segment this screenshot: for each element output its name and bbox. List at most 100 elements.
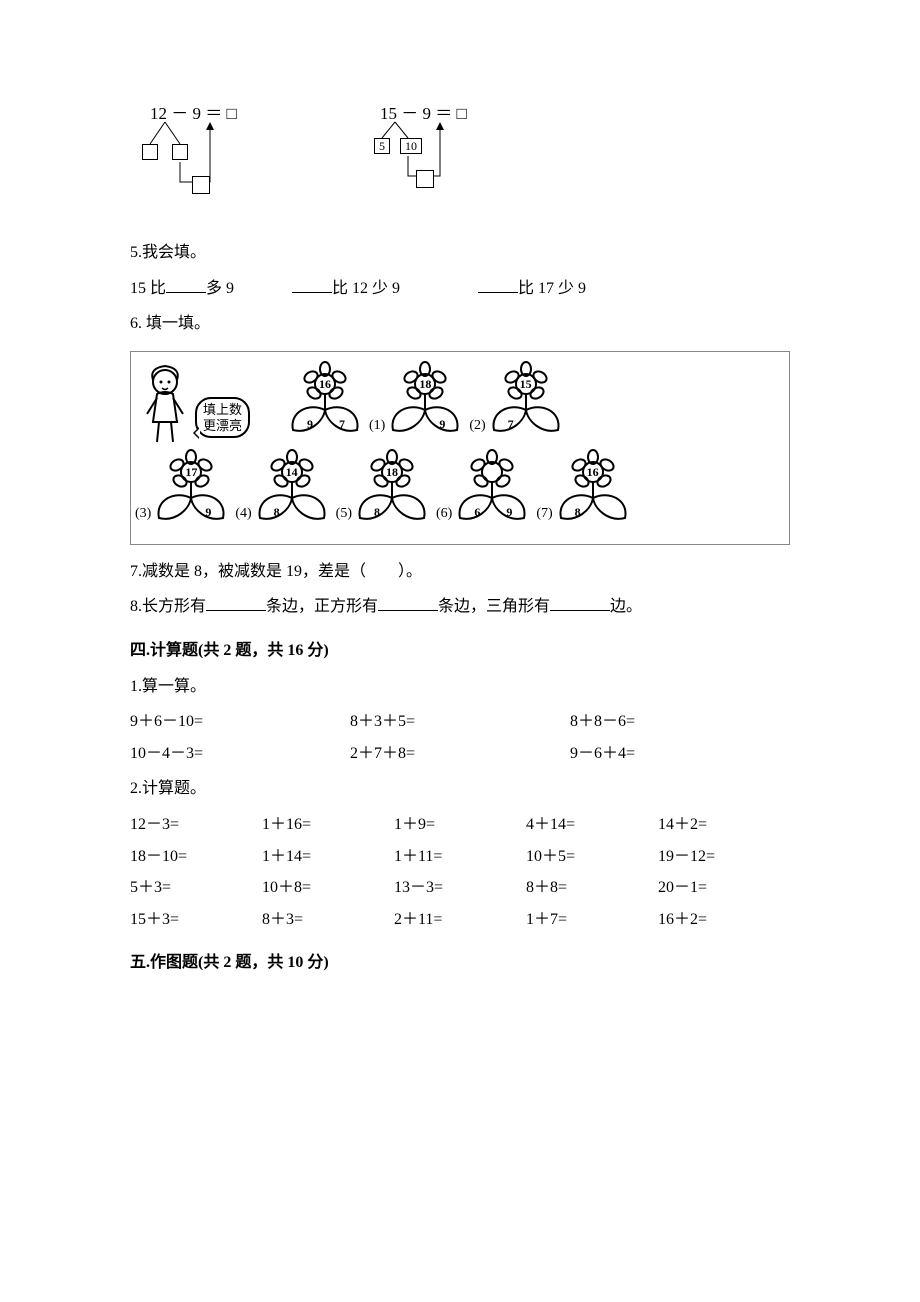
q8: 8.长方形有 条边，正方形有 条边，三角形有 边。 (130, 594, 790, 620)
calc-cell: 10＋8= (262, 875, 394, 901)
calc-cell: 18－10= (130, 844, 262, 870)
decomposition-diagrams: 12 － 9 ＝ □ 15 － 9 ＝ □ 5 10 (130, 100, 790, 220)
q7: 7.减数是 8，被减数是 19，差是（ ）。 (130, 559, 790, 585)
calc-cell: 2＋11= (394, 907, 526, 933)
flower-center: 16 (281, 375, 369, 394)
flower-leaf-left: 8 (565, 503, 591, 522)
flower-puzzle: 填上数 更漂亮 1697(1) 1 (130, 351, 790, 545)
calc-cell: 9－6＋4= (570, 741, 790, 767)
flower-leaf-right: 9 (429, 415, 455, 434)
q5c-post: 比 17 少 9 (518, 276, 586, 302)
flower: 16 8 (549, 448, 637, 536)
calc-cell: 4＋14= (526, 812, 658, 838)
q5-label: 5.我会填。 (130, 240, 790, 266)
calc-cell: 1＋11= (394, 844, 526, 870)
calc-cell: 13－3= (394, 875, 526, 901)
calc-cell: 12－3= (130, 812, 262, 838)
flower-leaf-left: 8 (364, 503, 390, 522)
flower-leaf-right: 9 (195, 503, 221, 522)
flower-leaf-left: 8 (264, 503, 290, 522)
calc-cell: 15＋3= (130, 907, 262, 933)
flower-center: 17 (147, 463, 235, 482)
calc-cell: 14＋2= (658, 812, 790, 838)
q5b-blank[interactable] (292, 276, 332, 293)
q8-blank2[interactable] (378, 594, 438, 611)
calc-cell: 1＋9= (394, 812, 526, 838)
decomp-b: 15 － 9 ＝ □ 5 10 (360, 100, 530, 220)
calc-cell: 8＋3＋5= (350, 709, 570, 735)
flower-center: 18 (381, 375, 469, 394)
calc-row: 9＋6－10=8＋3＋5=8＋8－6= (130, 709, 790, 735)
section-4-title: 四.计算题(共 2 题，共 16 分) (130, 638, 790, 664)
decomp-a-leaf-left (142, 144, 158, 160)
flower-leaf-left: 7 (498, 415, 524, 434)
calc-row: 15＋3=8＋3=2＋11=1＋7=16＋2= (130, 907, 790, 933)
calc-row: 18－10=1＋14=1＋11=10＋5=19－12= (130, 844, 790, 870)
decomp-b-leaf-right: 10 (400, 138, 422, 154)
calc-cell: 1＋16= (262, 812, 394, 838)
flower-center: 18 (348, 463, 436, 482)
calc-cell: 9＋6－10= (130, 709, 350, 735)
calc-cell: 10－4－3= (130, 741, 350, 767)
q5a-post: 多 9 (206, 276, 234, 302)
flower: 1697 (281, 360, 369, 448)
calc-cell: 19－12= (658, 844, 790, 870)
calc-cell: 16＋2= (658, 907, 790, 933)
flower: 14 8 (248, 448, 336, 536)
calc-cell: 8＋3= (262, 907, 394, 933)
decomp-b-lines (360, 100, 530, 220)
decomp-b-bottom (416, 170, 434, 188)
calc-cell: 5＋3= (130, 875, 262, 901)
calc-cell: 10＋5= (526, 844, 658, 870)
q5b-post: 比 12 少 9 (332, 276, 400, 302)
flower: 17 9 (147, 448, 235, 536)
q5c-blank[interactable] (478, 276, 518, 293)
page: 12 － 9 ＝ □ 15 － 9 ＝ □ 5 10 5.我会填 (0, 0, 920, 1302)
q8-blank3[interactable] (550, 594, 610, 611)
flower-leaf-right: 7 (329, 415, 355, 434)
calc-cell: 1＋7= (526, 907, 658, 933)
sec4-p2-label: 2.计算题。 (130, 776, 790, 802)
sec4-p2-rows: 12－3=1＋16=1＋9=4＋14=14＋2= 18－10=1＋14=1＋11=… (130, 812, 790, 932)
flower: 15 7 (482, 360, 570, 448)
calc-cell: 1＋14= (262, 844, 394, 870)
q8-blank1[interactable] (206, 594, 266, 611)
flower: 18 8 (348, 448, 436, 536)
calc-cell: 8＋8= (526, 875, 658, 901)
flower: 18 9 (381, 360, 469, 448)
flower-leaf-left: 9 (297, 415, 323, 434)
calc-cell: 2＋7＋8= (350, 741, 570, 767)
q8-pre: 8.长方形有 (130, 598, 206, 615)
decomp-a: 12 － 9 ＝ □ (130, 100, 300, 220)
decomp-a-leaf-right (172, 144, 188, 160)
q8-mid1: 条边，正方形有 (266, 598, 378, 615)
flower-leaf-right: 9 (496, 503, 522, 522)
decomp-a-lines (130, 100, 300, 220)
q8-post: 边。 (610, 598, 642, 615)
q6-label: 6. 填一填。 (130, 311, 790, 337)
flower-leaf-left: 6 (464, 503, 490, 522)
section-5-title: 五.作图题(共 2 题，共 10 分) (130, 950, 790, 976)
decomp-a-bottom (192, 176, 210, 194)
calc-row: 10－4－3=2＋7＋8=9－6＋4= (130, 741, 790, 767)
speech-bubble: 填上数 更漂亮 (195, 388, 281, 448)
flower-center: 16 (549, 463, 637, 482)
flower-row-1: 填上数 更漂亮 1697(1) 1 (135, 360, 785, 448)
sec4-p1-rows: 9＋6－10=8＋3＋5=8＋8－6= 10－4－3=2＋7＋8=9－6＋4= (130, 709, 790, 766)
q5a-pre: 15 比 (130, 276, 166, 302)
calc-cell: 8＋8－6= (570, 709, 790, 735)
q8-mid2: 条边，三角形有 (438, 598, 550, 615)
flower-center: 14 (248, 463, 336, 482)
decomp-b-leaf-left: 5 (374, 138, 390, 154)
flower-row-2: (3) 179(4) 148(5) (135, 448, 785, 536)
q5a-blank[interactable] (166, 276, 206, 293)
flower-center: 15 (482, 375, 570, 394)
sec4-p1-label: 1.算一算。 (130, 674, 790, 700)
calc-row: 5＋3=10＋8=13－3=8＋8=20－1= (130, 875, 790, 901)
bubble-line1: 填上数 (203, 402, 242, 418)
calc-cell: 20－1= (658, 875, 790, 901)
q5-row: 15 比 多 9 比 12 少 9 比 17 少 9 (130, 276, 790, 302)
girl-icon (135, 360, 195, 448)
calc-row: 12－3=1＋16=1＋9=4＋14=14＋2= (130, 812, 790, 838)
bubble-line2: 更漂亮 (203, 418, 242, 434)
